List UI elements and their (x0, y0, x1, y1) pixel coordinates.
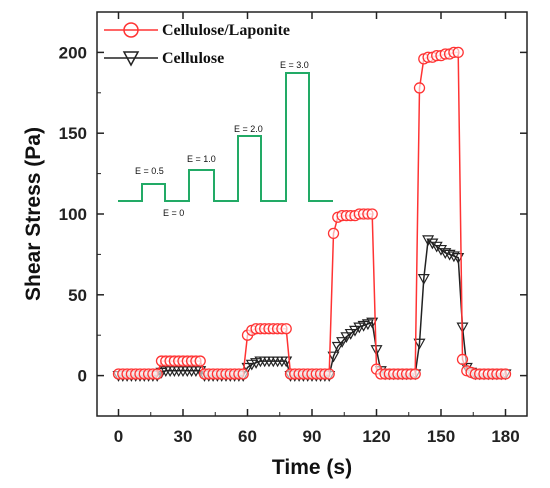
y-tick-label: 100 (59, 205, 87, 224)
data-point-cellulose (417, 274, 430, 285)
data-point-cellulose-laponite (237, 368, 249, 380)
data-point-cellulose (327, 351, 340, 363)
data-point-cellulose (439, 248, 452, 260)
inset-label-e0: E = 0 (163, 208, 184, 218)
x-axis-title: Time (s) (272, 456, 352, 479)
data-point-cellulose (413, 338, 426, 350)
x-tick-label: 60 (238, 427, 257, 446)
data-point-cellulose-laponite (413, 82, 426, 94)
data-point-cellulose (422, 235, 435, 247)
x-tick-label: 150 (427, 427, 455, 446)
x-tick-labels: 0 30 60 90 120 150 180 (114, 427, 520, 446)
data-point-cellulose (348, 325, 362, 337)
data-point-cellulose-laponite (280, 323, 292, 335)
data-point-cellulose (336, 337, 349, 348)
data-point-cellulose-laponite (323, 368, 335, 380)
data-point-cellulose-laponite (327, 227, 340, 240)
inset-label-e20: E = 2.0 (234, 124, 263, 134)
data-point-cellulose (241, 362, 254, 374)
y-tick-label: 50 (68, 286, 87, 305)
y-tick-label: 150 (59, 124, 87, 143)
legend-marker-cellulose (122, 51, 140, 67)
data-point-cellulose (430, 241, 443, 253)
y-tick-label: 0 (78, 367, 87, 386)
y-axis-title: Shear Stress (Pa) (22, 127, 45, 301)
inset-step-line (118, 72, 333, 202)
data-point-cellulose-laponite (366, 208, 378, 220)
data-point-cellulose-laponite (452, 46, 464, 59)
x-tick-label: 180 (491, 427, 519, 446)
y-tick-label: 200 (59, 43, 87, 62)
series-cellulose-laponite (112, 46, 512, 380)
inset-label-e30: E = 3.0 (280, 60, 309, 70)
data-point-cellulose (344, 328, 357, 340)
data-point-cellulose (447, 251, 460, 263)
data-point-cellulose (426, 238, 439, 250)
legend-label-cellulose: Cellulose (162, 50, 224, 67)
x-tick-label: 30 (174, 427, 193, 446)
data-point-cellulose (331, 341, 344, 353)
x-tick-label: 90 (303, 427, 322, 446)
x-tick-label: 0 (114, 427, 123, 446)
inset-label-e05: E = 0.5 (135, 166, 164, 176)
data-point-cellulose-laponite (499, 368, 512, 380)
data-point-cellulose-laponite (409, 368, 421, 380)
data-point-cellulose (340, 332, 353, 344)
axis-ticks (97, 12, 527, 416)
data-point-cellulose-laponite (456, 353, 469, 366)
data-point-cellulose (443, 249, 456, 261)
legend-marker-cellulose-laponite (123, 22, 139, 38)
inset-label-e10: E = 1.0 (187, 154, 216, 164)
series-layer (112, 46, 512, 382)
data-point-cellulose (434, 244, 448, 256)
series-line-cellulose (118, 238, 506, 377)
x-tick-label: 120 (362, 427, 390, 446)
data-point-cellulose-laponite (151, 368, 163, 380)
data-point-cellulose-laponite (194, 355, 206, 367)
voltage-step-inset: E = 0.5 E = 1.0 E = 2.0 E = 3.0 E = 0 (118, 60, 333, 218)
legend-label-cellulose-laponite: Cellulose/Laponite (162, 22, 290, 39)
legend: Cellulose/Laponite Cellulose (104, 22, 290, 67)
y-tick-labels: 0 50 100 150 200 (59, 43, 87, 385)
